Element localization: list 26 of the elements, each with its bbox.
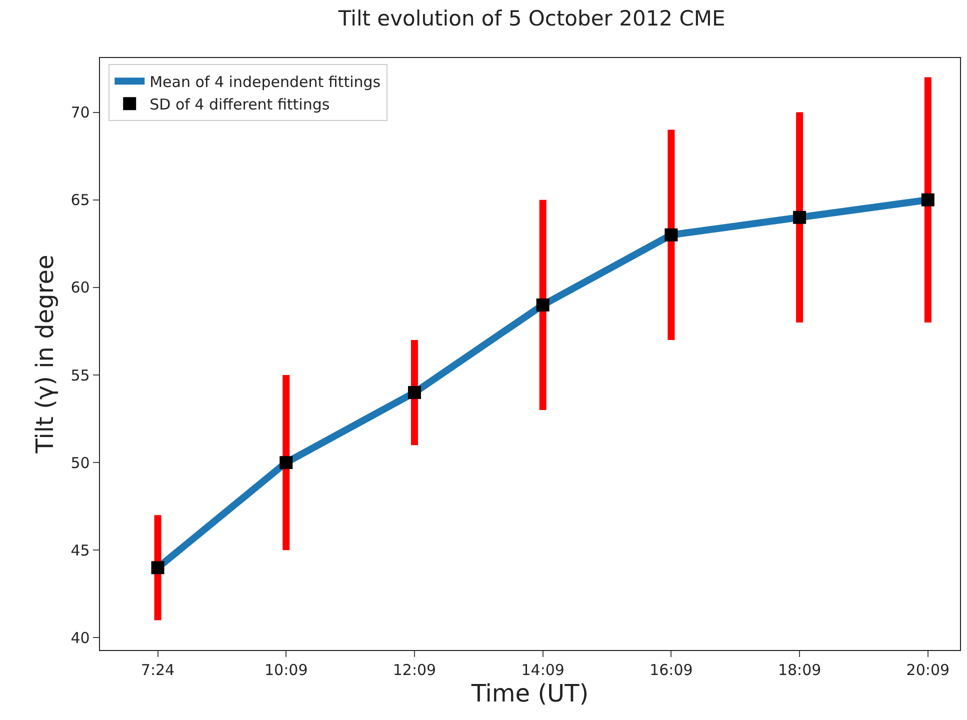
y-tick-label: 55	[70, 366, 90, 384]
point	[793, 210, 806, 224]
y-tick-label: 60	[70, 278, 90, 297]
x-tick-label: 16:09	[650, 661, 693, 680]
point	[921, 193, 934, 206]
legend-label: Mean of 4 independent fittings	[150, 73, 381, 92]
point	[408, 386, 421, 400]
x-tick-label: 18:09	[778, 661, 822, 680]
y-tick-label: 40	[70, 628, 90, 647]
point	[536, 298, 550, 312]
y-tick-label: 65	[70, 191, 90, 210]
chart-title: Tilt evolution of 5 October 2012 CME	[337, 6, 726, 30]
x-tick-label: 20:09	[906, 661, 950, 680]
x-tick-label: 14:09	[521, 661, 564, 680]
y-tick-label: 45	[70, 541, 90, 560]
x-tick-label: 10:09	[264, 661, 308, 680]
y-tick-label: 70	[70, 104, 90, 122]
x-tick-label: 7:24	[140, 661, 175, 680]
point	[151, 561, 164, 574]
x-axis-title: Time (UT)	[470, 679, 589, 708]
y-axis-title: Tilt (γ) in degree	[30, 254, 59, 454]
y-tick-label: 50	[70, 454, 90, 472]
point	[280, 456, 293, 470]
point	[664, 228, 678, 242]
x-tick-label: 12:09	[392, 661, 436, 680]
legend-label: SD of 4 different fittings	[150, 96, 330, 114]
